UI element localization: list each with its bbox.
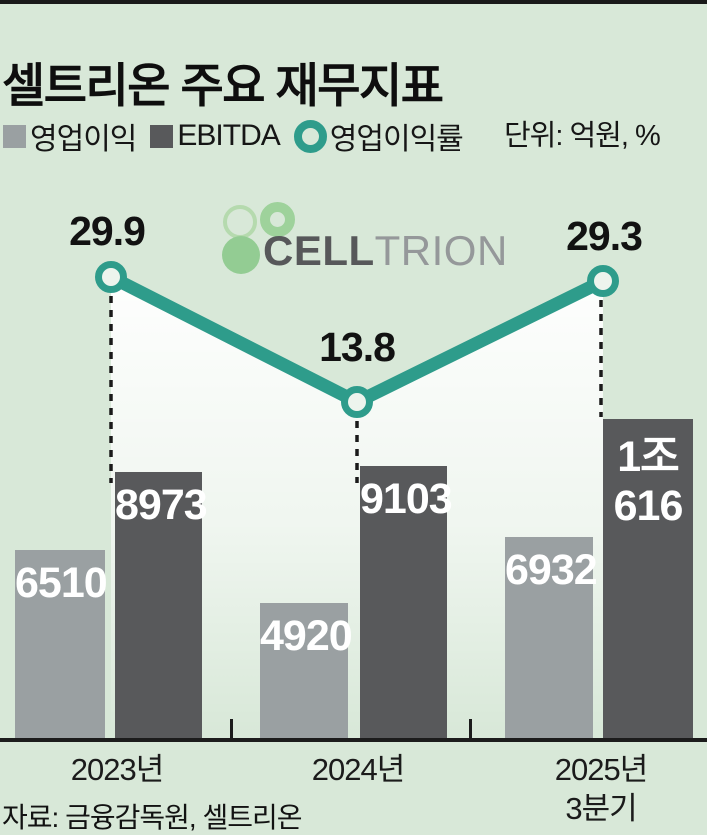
margin-point-2024 bbox=[341, 386, 373, 418]
legend-label-operating-profit: 영업이익 bbox=[30, 123, 137, 156]
axis-label-2025: 2025년 3분기 bbox=[511, 750, 691, 828]
logo-wordmark: CELLTRION bbox=[263, 230, 508, 272]
logo-ring-circle-icon bbox=[260, 202, 295, 237]
bar-value-label: 4920 bbox=[260, 612, 353, 660]
margin-point-2023 bbox=[95, 261, 127, 293]
axis-label-2025-quarter: 3분기 bbox=[565, 791, 637, 826]
bar-operating-profit-2023: 6510 bbox=[15, 550, 108, 740]
axis-label-2023: 2023년 bbox=[70, 752, 164, 787]
legend-item-operating-margin: 영업이익률 bbox=[293, 114, 464, 158]
bar-operating-profit-2024: 4920 bbox=[260, 603, 353, 740]
margin-value-2023: 29.9 bbox=[69, 208, 146, 254]
bar-value-label-line2: 616 bbox=[613, 482, 684, 530]
page-title: 셀트리온 주요 재무지표 bbox=[2, 59, 444, 113]
logo-text-trion: TRION bbox=[374, 227, 508, 274]
legend-item-ebitda: EBITDA bbox=[150, 119, 281, 153]
logo-text-cell: CELL bbox=[263, 227, 375, 274]
x-axis-baseline bbox=[0, 738, 707, 742]
bar-ebitda-2024: 9103 bbox=[360, 466, 453, 740]
margin-value-2025: 29.3 bbox=[566, 213, 643, 259]
top-border-rule bbox=[0, 0, 707, 4]
logo-filled-circle-icon bbox=[222, 236, 260, 274]
axis-label-2024: 2024년 bbox=[311, 752, 405, 787]
margin-point-2025 bbox=[587, 265, 619, 297]
bar-value-label-line1: 1조 bbox=[617, 433, 679, 481]
area-fill-under-line bbox=[111, 277, 603, 735]
legend-label-operating-margin: 영업이익률 bbox=[329, 123, 464, 156]
operating-profit-swatch-icon bbox=[3, 124, 26, 148]
axis-tick-2 bbox=[469, 719, 472, 738]
bar-value-label: 9103 bbox=[360, 475, 453, 523]
unit-label: 단위: 억원, % bbox=[504, 120, 661, 152]
operating-margin-ring-icon bbox=[293, 119, 327, 153]
bar-ebitda-2023: 8973 bbox=[115, 472, 208, 740]
bar-value-label: 8973 bbox=[115, 481, 208, 529]
axis-label-2025-year: 2025년 bbox=[554, 752, 648, 787]
ebitda-swatch-icon bbox=[150, 124, 174, 148]
bar-ebitda-2025: 1조 616 bbox=[603, 419, 693, 740]
bar-value-label: 6510 bbox=[15, 559, 108, 607]
axis-tick-1 bbox=[230, 719, 233, 738]
legend-label-ebitda: EBITDA bbox=[177, 119, 280, 152]
legend-item-operating-profit: 영업이익 bbox=[3, 114, 137, 158]
margin-value-2024: 13.8 bbox=[319, 324, 396, 370]
chart-legend: 영업이익 EBITDA 영업이익률 bbox=[3, 114, 477, 158]
bar-operating-profit-2025: 6932 bbox=[505, 537, 598, 740]
source-note: 자료: 금융감독원, 셀트리온 bbox=[2, 802, 302, 833]
bar-value-label: 6932 bbox=[505, 546, 598, 594]
